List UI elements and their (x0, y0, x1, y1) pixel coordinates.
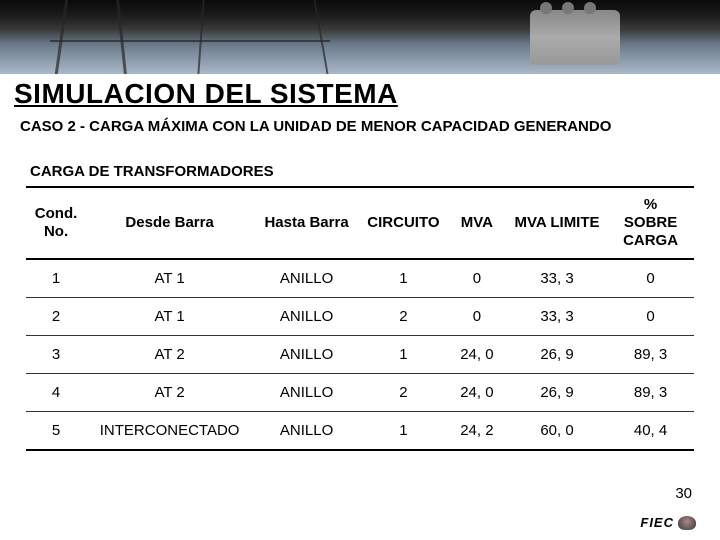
table-cell: AT 2 (86, 374, 253, 412)
table-cell: AT 2 (86, 336, 253, 374)
table-cell: 0 (447, 298, 507, 336)
table-cell: 26, 9 (507, 374, 607, 412)
table-cell: 2 (26, 298, 86, 336)
table-cell: ANILLO (253, 374, 360, 412)
footer-logo-icon (678, 516, 696, 530)
table-cell: 33, 3 (507, 298, 607, 336)
banner-transformer-icon (530, 10, 620, 65)
banner-decoration (116, 0, 127, 74)
table-cell: 2 (360, 298, 447, 336)
slide-number: 30 (675, 485, 692, 502)
table-row: 3AT 2ANILLO124, 026, 989, 3 (26, 336, 694, 374)
table-body: 1AT 1ANILLO1033, 302AT 1ANILLO2033, 303A… (26, 259, 694, 450)
footer-logo: FIEC (640, 515, 696, 530)
table-cell: 3 (26, 336, 86, 374)
table-header-cell: MVA (447, 187, 507, 259)
table-cell: 40, 4 (607, 412, 694, 451)
table-container: Cond.No.Desde BarraHasta BarraCIRCUITOMV… (0, 186, 720, 451)
table-cell: 24, 0 (447, 336, 507, 374)
table-cell: 1 (360, 259, 447, 298)
table-cell: 0 (607, 298, 694, 336)
table-header-cell: Hasta Barra (253, 187, 360, 259)
table-row: 5INTERCONECTADOANILLO124, 260, 040, 4 (26, 412, 694, 451)
transformer-load-table: Cond.No.Desde BarraHasta BarraCIRCUITOMV… (26, 186, 694, 451)
table-cell: ANILLO (253, 412, 360, 451)
table-header-cell: Desde Barra (86, 187, 253, 259)
table-cell: 4 (26, 374, 86, 412)
table-cell: 1 (360, 336, 447, 374)
table-cell: 24, 2 (447, 412, 507, 451)
header-banner (0, 0, 720, 74)
table-cell: INTERCONECTADO (86, 412, 253, 451)
table-cell: ANILLO (253, 298, 360, 336)
table-cell: 89, 3 (607, 374, 694, 412)
footer-logo-text: FIEC (640, 515, 674, 530)
banner-decoration (55, 0, 68, 74)
table-cell: AT 1 (86, 259, 253, 298)
table-header-cell: CIRCUITO (360, 187, 447, 259)
table-cell: 60, 0 (507, 412, 607, 451)
table-cell: 33, 3 (507, 259, 607, 298)
page-subtitle: CASO 2 - CARGA MÁXIMA CON LA UNIDAD DE M… (0, 112, 720, 153)
table-cell: 0 (607, 259, 694, 298)
table-cell: 1 (360, 412, 447, 451)
table-cell: 2 (360, 374, 447, 412)
table-header-cell: %SOBRECARGA (607, 187, 694, 259)
table-cell: ANILLO (253, 336, 360, 374)
table-cell: 89, 3 (607, 336, 694, 374)
table-header-row: Cond.No.Desde BarraHasta BarraCIRCUITOMV… (26, 187, 694, 259)
table-row: 4AT 2ANILLO224, 026, 989, 3 (26, 374, 694, 412)
table-header-cell: Cond.No. (26, 187, 86, 259)
banner-decoration (40, 20, 340, 22)
banner-decoration (50, 40, 330, 42)
table-header-cell: MVA LIMITE (507, 187, 607, 259)
table-cell: 0 (447, 259, 507, 298)
section-label: CARGA DE TRANSFORMADORES (0, 153, 720, 186)
table-cell: 26, 9 (507, 336, 607, 374)
table-row: 1AT 1ANILLO1033, 30 (26, 259, 694, 298)
table-cell: 5 (26, 412, 86, 451)
table-cell: ANILLO (253, 259, 360, 298)
table-row: 2AT 1ANILLO2033, 30 (26, 298, 694, 336)
page-title: SIMULACION DEL SISTEMA (0, 74, 720, 112)
table-cell: 1 (26, 259, 86, 298)
table-cell: AT 1 (86, 298, 253, 336)
table-cell: 24, 0 (447, 374, 507, 412)
banner-decoration (197, 0, 204, 74)
banner-decoration (313, 0, 328, 74)
